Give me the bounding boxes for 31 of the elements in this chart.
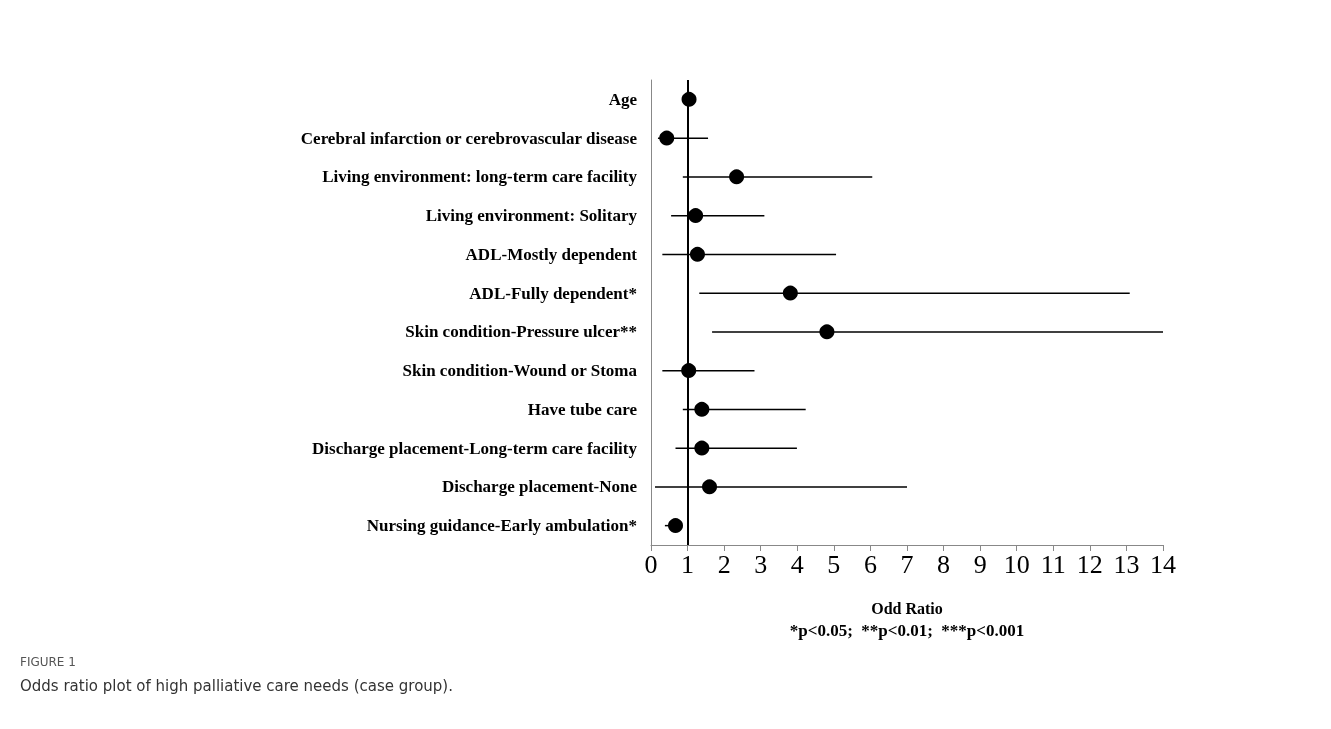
x-tick-label: 13 bbox=[1113, 549, 1140, 579]
x-tick-label: 6 bbox=[863, 549, 877, 579]
x-tick-label: 10 bbox=[1003, 549, 1030, 579]
text: Odds ratio plot of high palliative care needs (case group). bbox=[20, 676, 453, 695]
x-tick-label: 8 bbox=[937, 549, 951, 579]
x-tick-label: 4 bbox=[790, 549, 804, 579]
x-tick-label: 7 bbox=[900, 549, 914, 579]
y-tick-label: ADL-Mostly dependent bbox=[465, 244, 638, 264]
y-tick-label: Living environment: long-term care facility bbox=[322, 167, 638, 187]
x-tick-label: 0 bbox=[644, 549, 658, 579]
y-tick-label: Skin condition-Wound or Stoma bbox=[402, 361, 638, 381]
x-tick-label: 12 bbox=[1076, 549, 1103, 579]
y-tick-label: Nursing guidance-Early ambulation* bbox=[366, 516, 637, 536]
x-axis-title: Odd Ratio bbox=[871, 599, 943, 617]
y-tick-label: Discharge placement-Long-term care facility bbox=[312, 438, 638, 458]
x-tick-label: 2 bbox=[717, 549, 731, 579]
x-tick-label: 5 bbox=[827, 549, 841, 579]
x-tick-label: 3 bbox=[754, 549, 768, 579]
x-tick-label: 14 bbox=[1150, 549, 1176, 579]
y-tick-label: Living environment: Solitary bbox=[425, 206, 638, 226]
y-tick-label: ADL-Fully dependent* bbox=[469, 283, 637, 303]
x-tick-label: 9 bbox=[973, 549, 987, 579]
x-tick-label: 11 bbox=[1040, 549, 1066, 579]
x-tick-label: 1 bbox=[681, 549, 695, 579]
y-tick-label: Cerebral infarction or cerebrovascular disease bbox=[300, 128, 638, 148]
caption: FIGURE 1 bbox=[20, 655, 76, 669]
y-tick-label: Have tube care bbox=[527, 399, 638, 419]
y-tick-label: Skin condition-Pressure ulcer** bbox=[405, 322, 637, 342]
text: *p<0.05; **p<0.01; ***p<0.001 bbox=[789, 621, 1025, 640]
y-tick-label: Discharge placement-None bbox=[442, 477, 638, 497]
y-tick-label: Age bbox=[608, 89, 638, 109]
